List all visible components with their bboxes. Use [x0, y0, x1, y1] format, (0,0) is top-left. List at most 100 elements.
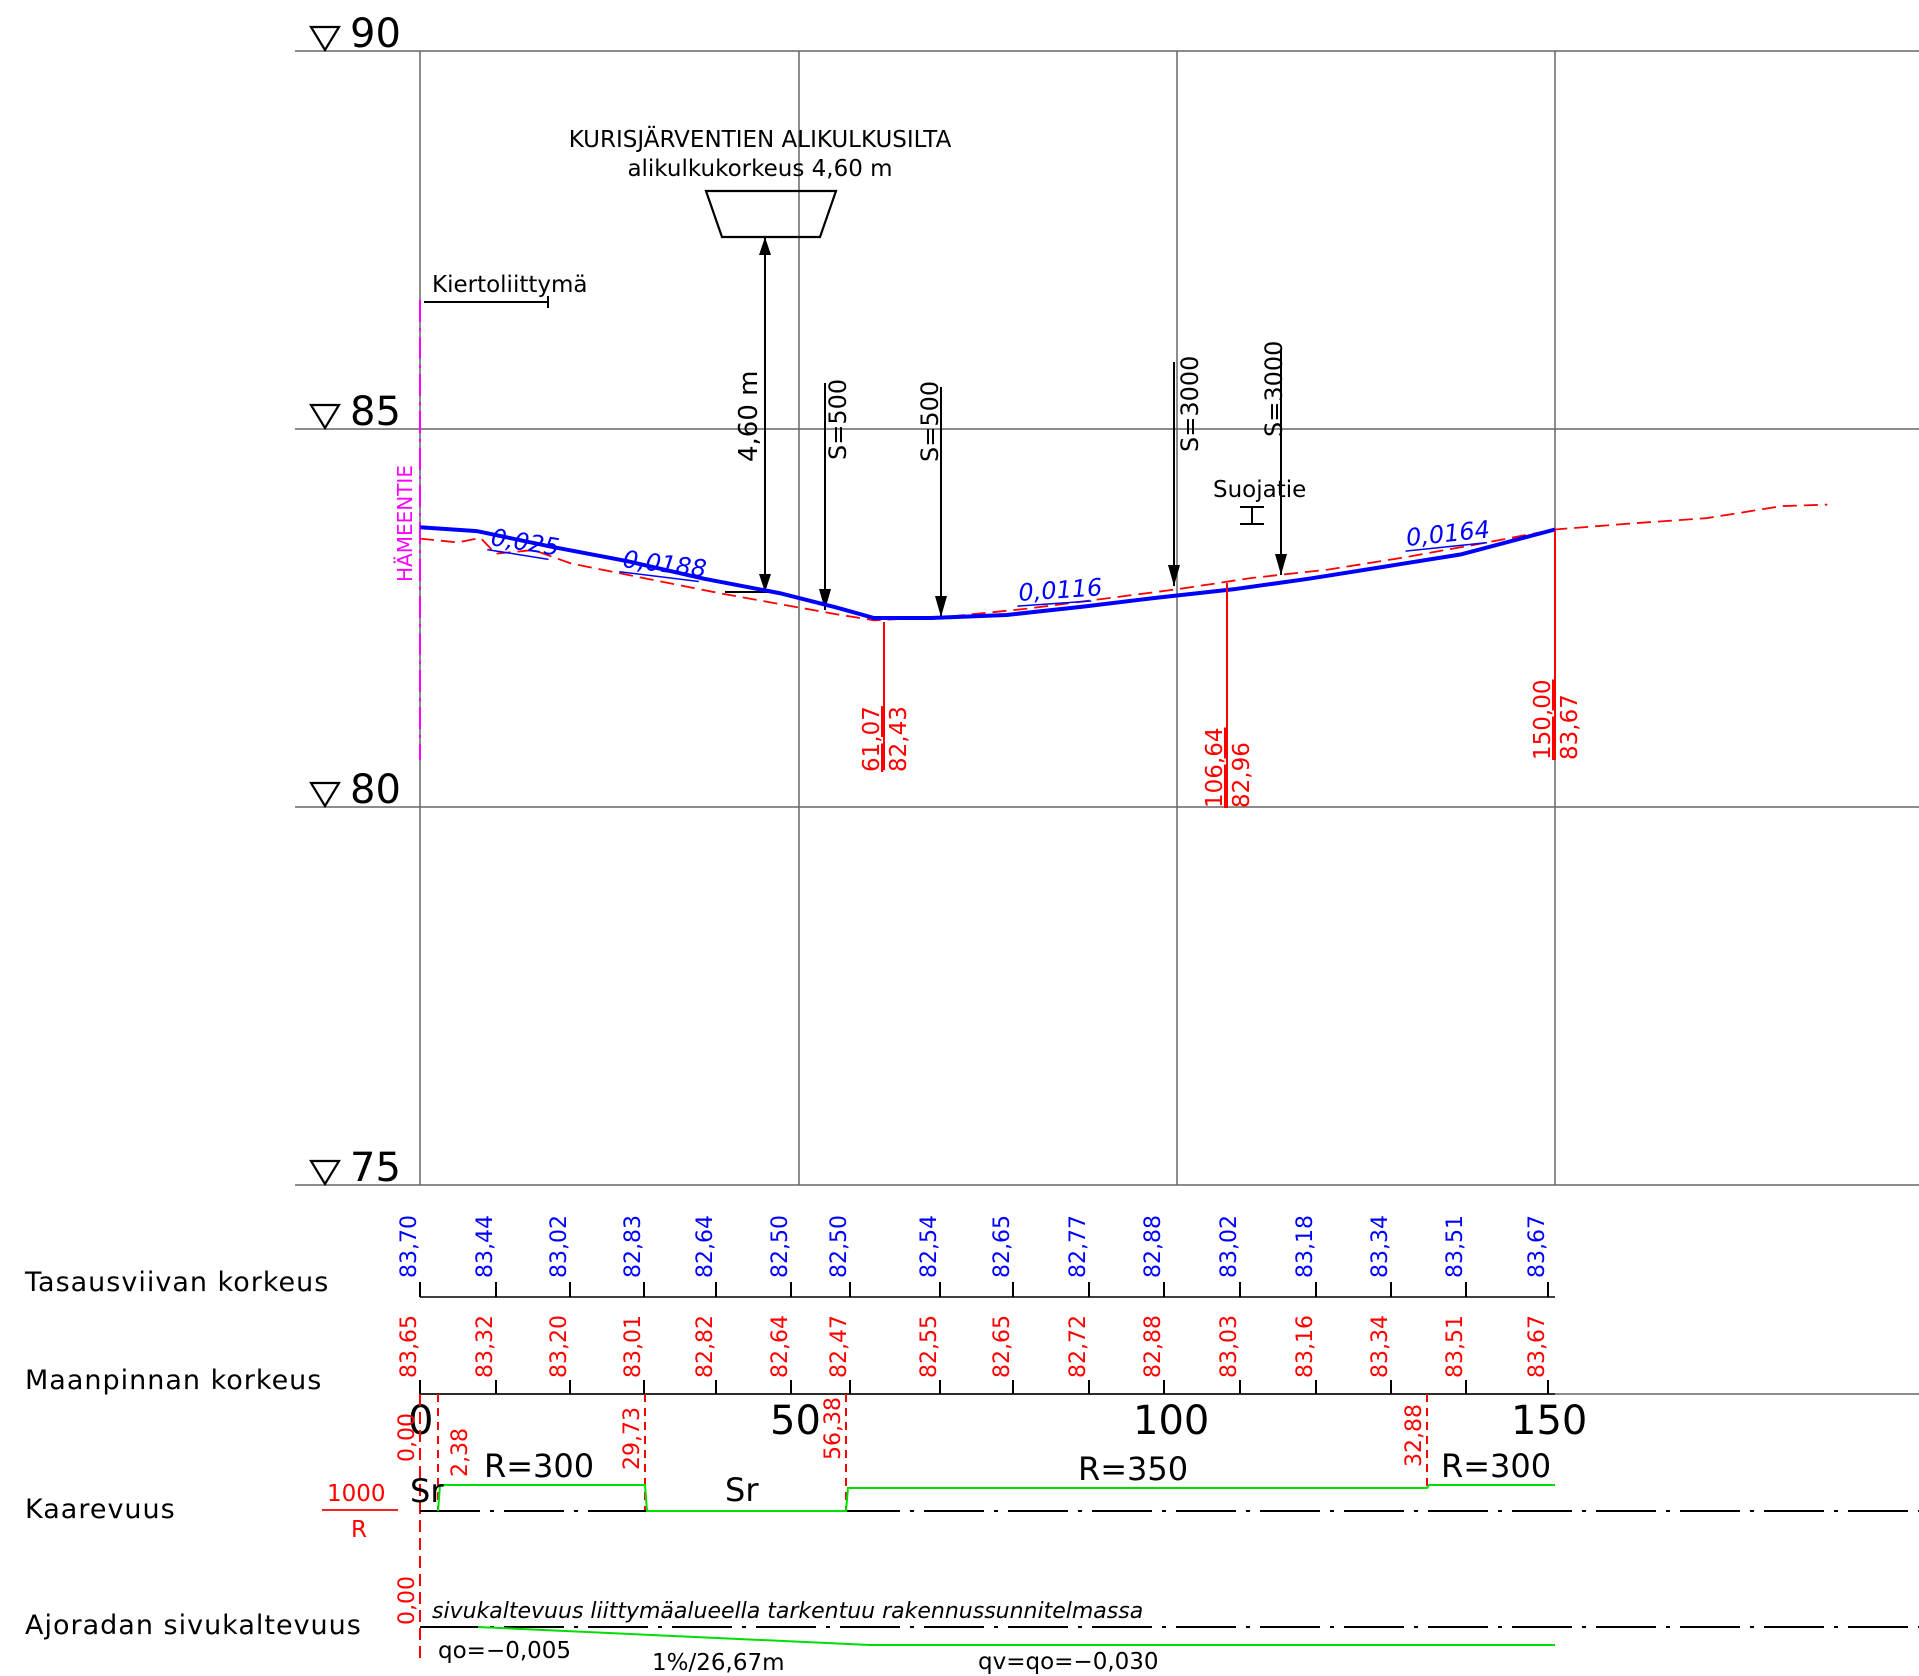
crossfall-diagram: 0,00 sivukaltevuus liittymäalueella tark…	[395, 1576, 1919, 1676]
breakpoint-labels: 61,07 82,43 106,64 82,96 150,00 83,67	[859, 531, 1583, 808]
design-height-value: 83,67	[1525, 1215, 1550, 1278]
design-height-value: 82,83	[621, 1215, 646, 1278]
ground-height-value: 83,65	[397, 1315, 422, 1378]
level-marker-75: 75	[309, 1145, 401, 1191]
design-grade-line	[419, 525, 1556, 620]
row-label-curvature: Kaarevuus	[25, 1494, 176, 1525]
design-height-value: 83,02	[547, 1215, 572, 1278]
breakpoint-elevation: 82,96	[1229, 742, 1255, 808]
design-height-value: 82,64	[693, 1215, 718, 1278]
ground-height-value: 82,82	[693, 1315, 718, 1378]
arrow-down-icon	[1168, 565, 1180, 586]
crossfall-transition: 1%/26,67m	[652, 1650, 785, 1676]
curvature-segment-label: R=300	[484, 1447, 594, 1485]
vertical-curve-label: S=3000	[1176, 356, 1204, 452]
row-labels: Tasausviivan korkeus Maanpinnan korkeus …	[24, 1267, 362, 1641]
curvature-scale-numerator: 1000	[327, 1481, 386, 1507]
ground-height-value: 83,01	[621, 1315, 646, 1378]
arrow-down-icon	[759, 574, 771, 592]
station-label: 50	[770, 1398, 821, 1444]
crossroad-label: HÄMEENTIE	[393, 465, 417, 582]
curvature-segment-label: R=300	[1441, 1447, 1551, 1485]
crossfall-qv: qv=qo=−0,030	[978, 1649, 1159, 1675]
row-label-crossfall: Ajoradan sivukaltevuus	[25, 1610, 362, 1641]
ground-line	[419, 503, 1828, 622]
ground-height-value: 82,72	[1066, 1315, 1091, 1378]
ground-height-value: 83,32	[473, 1315, 498, 1378]
level-label: 85	[350, 389, 401, 435]
row-label-design: Tasausviivan korkeus	[24, 1267, 329, 1298]
vertical-curve-marker: S=500	[916, 381, 947, 617]
breakpoint-station: 106,64	[1202, 728, 1228, 808]
gradient-label: 0,0116	[1017, 573, 1103, 607]
arrow-up-icon	[759, 237, 771, 255]
vertical-curve-markers: S=500 S=500 S=3000 S=3000	[819, 341, 1288, 617]
roundabout-label-group: Kiertoliittymä	[424, 272, 588, 308]
ground-height-value: 82,88	[1141, 1315, 1166, 1378]
design-height-value: 83,70	[397, 1215, 422, 1278]
arrow-down-icon	[1275, 554, 1287, 575]
vertical-curve-label: S=500	[916, 381, 944, 462]
gradient-labels: 0,025 0,0188 0,0116 0,0164	[487, 515, 1491, 607]
level-grid	[295, 50, 1919, 1395]
ground-height-value: 83,34	[1368, 1315, 1393, 1378]
design-height-value: 82,54	[917, 1215, 942, 1278]
crossfall-note: sivukaltevuus liittymäalueella tarkentuu…	[432, 1599, 1143, 1624]
design-height-row: 83,70 83,44 83,02 82,83 82,64 82,50 82,50 82,54…	[397, 1215, 1555, 1298]
level-label: 75	[350, 1145, 401, 1191]
breakpoint: 106,64 82,96	[1202, 583, 1255, 808]
ground-height-value: 83,51	[1443, 1315, 1468, 1378]
crossfall-start-mark: 0,00	[395, 1576, 420, 1625]
level-markers: 90 85 80 75	[309, 11, 401, 1191]
crossfall-q0: qo=−0,005	[438, 1638, 571, 1664]
row-label-ground: Maanpinnan korkeus	[25, 1365, 322, 1396]
vertical-curve-label: S=3000	[1260, 341, 1288, 437]
level-marker-85: 85	[309, 389, 401, 435]
level-label: 80	[350, 767, 401, 813]
bridge: KURISJÄRVENTIEN ALIKULKUSILTA alikulkuko…	[569, 125, 952, 593]
station-label: 150	[1511, 1398, 1587, 1444]
station-label: 100	[1133, 1398, 1209, 1444]
design-height-value: 82,65	[990, 1215, 1015, 1278]
vertical-curve-label: S=500	[824, 379, 852, 460]
design-height-value: 83,51	[1443, 1215, 1468, 1278]
bridge-deck	[704, 189, 838, 239]
curvature-scale-denominator: R	[351, 1517, 367, 1543]
crossroad-marker: HÄMEENTIE	[393, 300, 421, 760]
breakpoint-station: 61,07	[859, 706, 885, 772]
ground-height-value: 82,55	[917, 1315, 942, 1378]
roundabout-label: Kiertoliittymä	[432, 272, 588, 298]
curvature-segment-label: R=350	[1078, 1450, 1188, 1488]
vertical-curve-marker: S=3000	[1260, 341, 1288, 575]
breakpoint: 150,00 83,67	[1530, 531, 1583, 760]
curvature-station-mark: 32,88	[1402, 1404, 1427, 1467]
breakpoint: 61,07 82,43	[859, 622, 912, 772]
ground-height-value: 83,16	[1293, 1315, 1318, 1378]
level-marker-90: 90	[309, 11, 401, 57]
vertical-curve-marker: S=500	[819, 379, 852, 610]
ground-height-value: 83,67	[1525, 1315, 1550, 1378]
curvature-station-mark: 56,38	[821, 1397, 846, 1460]
ground-height-value: 82,65	[990, 1315, 1015, 1378]
curvature-station-mark: 0,00	[395, 1413, 420, 1462]
curvature-station-mark: 29,73	[620, 1407, 645, 1470]
ground-height-row: 83,65 83,32 83,20 83,01 82,82 82,64 82,47 82,55…	[397, 1315, 1555, 1395]
design-height-value: 82,50	[768, 1215, 793, 1278]
breakpoint-station: 150,00	[1530, 680, 1556, 760]
profile-lines	[419, 503, 1828, 622]
level-label: 90	[350, 11, 401, 57]
ground-height-value: 82,47	[827, 1315, 852, 1378]
curvature-segment-label: Sr	[410, 1472, 444, 1510]
underpass-marker: Suojatie	[1213, 477, 1306, 525]
arrow-down-icon	[819, 589, 831, 610]
design-height-value: 83,44	[473, 1215, 498, 1278]
design-height-value: 82,77	[1066, 1215, 1091, 1278]
curvature-station-mark: 2,38	[448, 1428, 473, 1477]
ground-height-value: 82,64	[768, 1315, 793, 1378]
clearance-dimension-label: 4,60 m	[734, 371, 764, 462]
vertical-curve-marker: S=3000	[1168, 356, 1204, 586]
curvature-line	[437, 1484, 1555, 1512]
station-axis: 0 50 100 150	[408, 1398, 1587, 1444]
breakpoint-elevation: 82,43	[886, 706, 912, 772]
